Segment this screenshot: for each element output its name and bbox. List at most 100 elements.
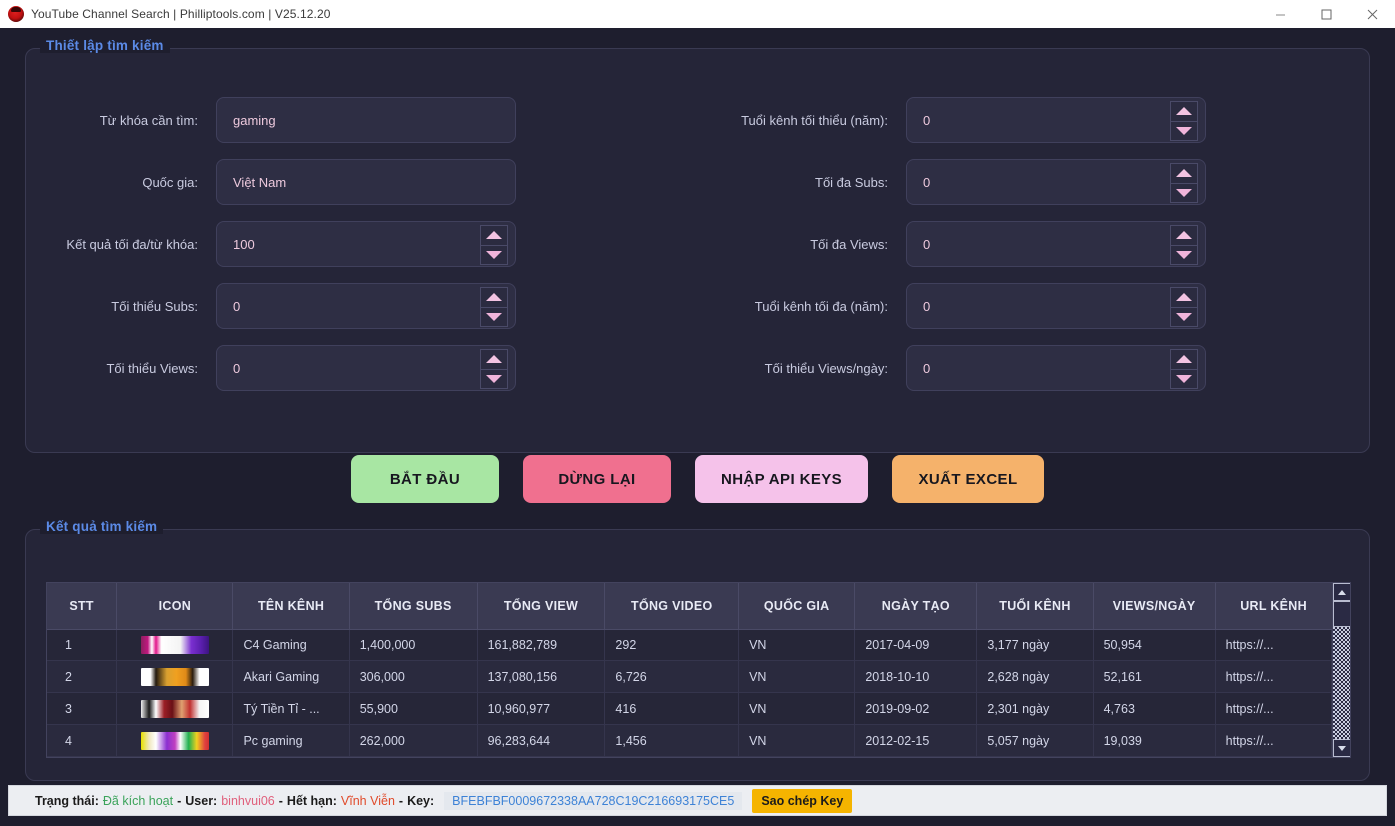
channel-thumb-akarigaming [140, 667, 209, 686]
cell-created: 2012-02-15 [854, 724, 978, 757]
spinner-up-icon[interactable] [1171, 288, 1197, 308]
results-vertical-scrollbar[interactable] [1332, 583, 1350, 757]
table-row[interactable]: 1 C4 Gaming 1,400,000 161,882,789 292 VN 2017-… [47, 629, 1333, 662]
table-row[interactable]: 2 Akari Gaming 306,000 137,080,156 6,726 VN 20… [47, 660, 1333, 694]
setting-left-input-2[interactable]: 100 [216, 221, 516, 267]
search-settings-panel: Thiết lập tìm kiếm Từ khóa cần tìm: gamin… [25, 38, 1370, 453]
setting-left-spinner-3[interactable] [480, 287, 508, 327]
column-header-ng-y-t-o[interactable]: NGÀY TẠO [854, 583, 978, 630]
search-settings-title: Thiết lập tìm kiếm [40, 38, 170, 53]
column-header-stt[interactable]: STT [47, 583, 118, 630]
setting-right-spinner-0[interactable] [1170, 101, 1198, 141]
setting-left-input-4[interactable]: 0 [216, 345, 516, 391]
cell-created: 2018-10-10 [854, 660, 978, 694]
spinner-down-icon[interactable] [1171, 183, 1197, 202]
setting-right-input-2[interactable]: 0 [906, 221, 1206, 267]
setting-right-input-0[interactable]: 0 [906, 97, 1206, 143]
license-key-value[interactable]: BFEBFBF0009672338AA728C19C216693175CE5 [444, 791, 743, 810]
setting-left-input-1[interactable]: Việt Nam [216, 159, 516, 205]
setting-left-spinner-2[interactable] [480, 225, 508, 265]
scrollbar-thumb[interactable] [1333, 601, 1350, 627]
column-header-t-ng-view[interactable]: TỔNG VIEW [477, 583, 606, 630]
spinner-down-icon[interactable] [1171, 245, 1197, 264]
setting-left-label-1: Quốc gia: [142, 174, 198, 190]
close-icon[interactable] [1349, 0, 1395, 28]
spinner-up-icon[interactable] [481, 288, 507, 308]
setting-right-spinner-3[interactable] [1170, 287, 1198, 327]
spinner-down-icon[interactable] [481, 369, 507, 388]
user-value: binhvui06 [221, 793, 275, 808]
setting-left-value-0: gaming [233, 112, 276, 128]
spinner-up-icon[interactable] [1171, 226, 1197, 246]
spinner-up-icon[interactable] [481, 226, 507, 246]
setting-right-spinner-2[interactable] [1170, 225, 1198, 265]
maximize-icon[interactable] [1303, 0, 1349, 28]
cell-name: Pc gaming [232, 724, 350, 757]
export-excel-button[interactable]: XUẤT EXCEL [892, 455, 1045, 503]
spinner-up-icon[interactable] [1171, 164, 1197, 184]
spinner-down-icon[interactable] [1171, 307, 1197, 326]
expiry-label: Hết hạn: [286, 793, 337, 808]
column-header-icon[interactable]: ICON [116, 583, 234, 630]
status-separator-3: - [398, 793, 404, 808]
setting-left-value-4: 0 [233, 360, 241, 376]
setting-right-input-4[interactable]: 0 [906, 345, 1206, 391]
cell-name: C4 Gaming [232, 629, 350, 662]
column-header-t-n-k-nh[interactable]: TÊN KÊNH [232, 583, 350, 630]
channel-thumb-c4gaming [140, 635, 209, 654]
spinner-down-icon[interactable] [1171, 369, 1197, 388]
spinner-up-icon[interactable] [1171, 350, 1197, 370]
cell-age: 2,301 ngày [976, 692, 1094, 726]
column-header-url-k-nh[interactable]: URL KÊNH [1215, 583, 1332, 630]
scroll-down-icon[interactable] [1333, 739, 1350, 757]
column-header-t-ng-subs[interactable]: TỔNG SUBS [349, 583, 478, 630]
setting-left-spinner-4[interactable] [480, 349, 508, 389]
setting-right-row-2: Tối đa Views: 0 [706, 221, 1236, 267]
table-row[interactable]: 4 Pc gaming 262,000 96,283,644 1,456 VN 2012-0… [47, 724, 1333, 757]
cell-views: 161,882,789 [477, 629, 606, 662]
setting-left-input-3[interactable]: 0 [216, 283, 516, 329]
channel-thumb-tytienti [116, 692, 234, 726]
setting-left-label-4: Tối thiểu Views: [106, 360, 198, 376]
spinner-down-icon[interactable] [481, 245, 507, 264]
settings-left-column: Từ khóa cần tìm: gaming Quốc gia: Việt Nam K… [36, 97, 566, 407]
column-header-tu-i-k-nh[interactable]: TUỔI KÊNH [976, 583, 1094, 630]
user-label: User: [185, 793, 218, 808]
scrollbar-track[interactable] [1333, 627, 1350, 739]
setting-right-spinner-4[interactable] [1170, 349, 1198, 389]
column-header-t-ng-video[interactable]: TỔNG VIDEO [604, 583, 740, 630]
setting-right-value-0: 0 [923, 112, 931, 128]
scroll-up-icon[interactable] [1333, 583, 1350, 601]
setting-right-input-3[interactable]: 0 [906, 283, 1206, 329]
minimize-icon[interactable] [1257, 0, 1303, 28]
cell-created: 2019-09-02 [854, 692, 978, 726]
cell-url: https://... [1215, 724, 1333, 757]
spinner-up-icon[interactable] [1171, 102, 1197, 122]
cell-stt: 1 [47, 629, 118, 662]
table-row[interactable]: 3 Tý Tiền Tỉ - ... 55,900 10,960,977 416 VN 20… [47, 692, 1333, 726]
cell-stt: 2 [47, 660, 118, 694]
setting-left-value-1: Việt Nam [233, 174, 287, 190]
setting-left-label-3: Tối thiểu Subs: [111, 298, 198, 314]
cell-country: VN [738, 629, 856, 662]
setting-left-value-2: 100 [233, 236, 255, 252]
column-header-qu-c-gia[interactable]: QUỐC GIA [738, 583, 856, 630]
column-header-views-ng-y[interactable]: VIEWS/NGÀY [1093, 583, 1216, 630]
copy-key-button[interactable]: Sao chép Key [752, 788, 853, 813]
cell-views_day: 50,954 [1093, 629, 1216, 662]
spinner-down-icon[interactable] [481, 307, 507, 326]
setting-right-row-1: Tối đa Subs: 0 [706, 159, 1236, 205]
import-api-keys-button[interactable]: NHẬP API KEYS [694, 455, 869, 503]
cell-videos: 1,456 [604, 724, 740, 757]
cell-name: Akari Gaming [232, 660, 350, 694]
start-button[interactable]: BẮT ĐẦU [350, 455, 499, 503]
spinner-up-icon[interactable] [481, 350, 507, 370]
setting-right-label-0: Tuổi kênh tối thiểu (năm): [741, 112, 888, 128]
setting-left-input-0[interactable]: gaming [216, 97, 516, 143]
stop-button[interactable]: DỪNG LẠI [522, 455, 671, 503]
youtube-app-icon [8, 6, 24, 22]
channel-thumb-tytienti [140, 699, 209, 718]
setting-right-spinner-1[interactable] [1170, 163, 1198, 203]
setting-right-input-1[interactable]: 0 [906, 159, 1206, 205]
spinner-down-icon[interactable] [1171, 121, 1197, 140]
